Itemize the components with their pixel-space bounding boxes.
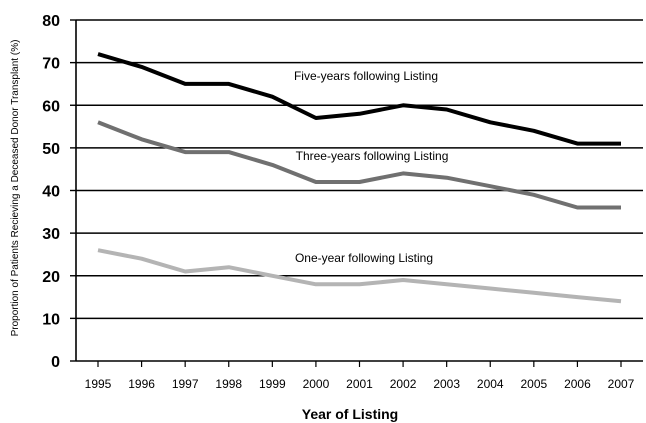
series-label-3: One-year following Listing	[295, 251, 433, 265]
x-tick-label: 2001	[346, 377, 373, 391]
series-label-2: Three-years following Listing	[296, 149, 449, 163]
x-axis-label: Year of Listing	[302, 406, 398, 422]
y-tick-label: 0	[51, 354, 60, 371]
x-tick-label: 2003	[433, 377, 460, 391]
x-tick-label: 1995	[85, 377, 112, 391]
y-tick-label: 20	[42, 269, 60, 286]
y-tick-label: 30	[42, 226, 60, 243]
y-tick-label: 50	[42, 141, 60, 158]
series-line-3	[97, 248, 622, 304]
series-lines	[97, 52, 622, 304]
y-tick-label: 80	[42, 13, 60, 30]
series-label-1: Five-years following Listing	[294, 69, 438, 83]
series-line-1	[97, 52, 621, 146]
x-tick-label: 1999	[259, 377, 286, 391]
grid-lines	[76, 19, 643, 320]
y-axis-label: Proportion of Patients Recieving a Decea…	[10, 40, 21, 337]
x-tick-label: 2006	[564, 377, 591, 391]
x-tick-label: 1996	[128, 377, 155, 391]
x-tick-label: 1997	[172, 377, 199, 391]
series-line-2	[97, 120, 621, 210]
series-labels: Five-years following Listing Three-years …	[294, 69, 448, 265]
y-tick-label: 10	[42, 311, 60, 328]
axes	[70, 19, 643, 367]
x-tick-label: 2004	[477, 377, 504, 391]
y-tick-label: 40	[42, 184, 60, 201]
x-tick-labels: 1995 1996 1997 1998 1999 2000 2001 2002 2003 2004…	[85, 377, 635, 391]
x-tick-label: 2002	[390, 377, 417, 391]
y-tick-label: 60	[42, 98, 60, 115]
x-tick-label: 1998	[215, 377, 242, 391]
x-tick-label: 2005	[520, 377, 547, 391]
x-tick-label: 2000	[303, 377, 330, 391]
y-tick-labels: 0 10 20 30 40 50 60 70 80	[42, 13, 60, 371]
x-tick-label: 2007	[608, 377, 635, 391]
y-tick-label: 70	[42, 56, 60, 73]
